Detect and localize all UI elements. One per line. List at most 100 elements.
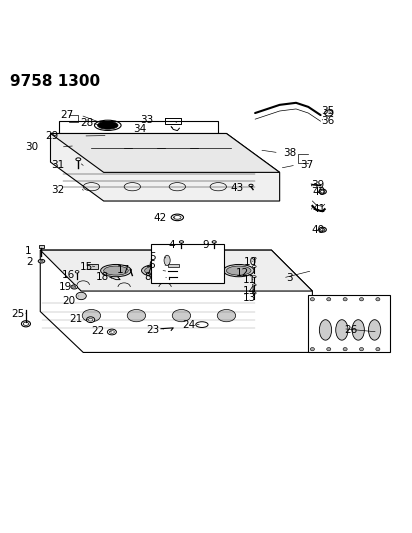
Ellipse shape [327,348,331,351]
Polygon shape [51,133,280,172]
Text: 20: 20 [62,296,75,306]
Text: 26: 26 [344,325,358,335]
Ellipse shape [142,264,172,277]
Text: 6: 6 [149,260,155,270]
Ellipse shape [87,317,95,322]
Ellipse shape [172,310,191,322]
Ellipse shape [376,297,380,301]
Text: 28: 28 [80,118,94,128]
Text: 36: 36 [321,116,335,126]
Text: 16: 16 [61,270,75,280]
Text: 31: 31 [52,160,65,171]
Text: 17: 17 [117,265,131,275]
Ellipse shape [179,241,183,243]
Text: 34: 34 [133,124,147,134]
Ellipse shape [171,214,183,221]
Bar [169,264,178,268]
Ellipse shape [310,348,314,351]
Ellipse shape [343,297,347,301]
Text: 23: 23 [147,325,160,335]
Ellipse shape [227,266,251,275]
Ellipse shape [253,265,256,268]
Text: 24: 24 [182,320,196,329]
Text: 7: 7 [145,265,151,276]
Text: 38: 38 [283,148,296,158]
Ellipse shape [253,292,256,294]
Ellipse shape [343,348,347,351]
Text: 15: 15 [80,262,93,271]
Text: 9758 1300: 9758 1300 [9,74,100,89]
Text: 4: 4 [169,240,175,250]
Text: 40: 40 [311,225,325,235]
Ellipse shape [75,271,79,273]
Ellipse shape [217,310,236,322]
Text: 43: 43 [231,182,244,192]
Ellipse shape [23,322,28,326]
FancyBboxPatch shape [151,244,225,283]
Text: 10: 10 [243,256,257,266]
Bar [308,295,390,352]
Text: 5: 5 [149,252,155,262]
Text: 8: 8 [145,272,151,282]
Text: 37: 37 [300,160,314,170]
Text: 30: 30 [25,142,38,152]
Ellipse shape [190,266,214,275]
Ellipse shape [187,264,217,277]
Text: 35: 35 [321,106,335,116]
Text: 29: 29 [46,131,59,141]
Ellipse shape [359,348,363,351]
Ellipse shape [38,260,45,263]
Text: 11: 11 [243,274,256,285]
Ellipse shape [71,285,77,289]
Text: 39: 39 [311,180,324,190]
Ellipse shape [336,320,348,340]
Ellipse shape [359,297,363,301]
Ellipse shape [253,284,256,286]
Ellipse shape [376,348,380,351]
Ellipse shape [98,122,118,129]
Bar [39,245,44,248]
Ellipse shape [196,322,208,327]
Ellipse shape [76,292,86,300]
Ellipse shape [164,255,170,265]
Ellipse shape [319,320,332,340]
Text: 18: 18 [96,272,109,282]
Ellipse shape [321,190,325,193]
Ellipse shape [76,158,81,161]
Ellipse shape [321,228,325,231]
Ellipse shape [319,227,326,232]
Text: 32: 32 [52,185,65,196]
Ellipse shape [352,320,364,340]
Text: 2: 2 [26,256,33,266]
Ellipse shape [104,266,128,275]
Text: 42: 42 [154,213,167,223]
Ellipse shape [253,276,256,278]
Text: 22: 22 [91,326,105,336]
Polygon shape [40,250,312,352]
Text: 41: 41 [312,204,325,214]
Ellipse shape [253,257,256,260]
Ellipse shape [101,264,131,277]
Text: 14: 14 [243,286,256,296]
Text: 1: 1 [25,246,32,256]
Text: 21: 21 [69,314,82,324]
Text: 33: 33 [140,116,154,125]
Polygon shape [40,250,312,291]
Text: 3: 3 [286,273,293,283]
Ellipse shape [212,241,216,243]
Ellipse shape [127,310,145,322]
Ellipse shape [21,321,30,327]
Ellipse shape [368,320,381,340]
Polygon shape [59,121,218,133]
Bar [87,264,98,269]
Text: 25: 25 [12,309,25,319]
Text: 19: 19 [59,281,72,292]
Ellipse shape [310,297,314,301]
Text: 27: 27 [61,110,74,120]
Text: 13: 13 [243,294,256,303]
Ellipse shape [319,189,326,194]
Text: 12: 12 [236,268,249,278]
Polygon shape [51,133,280,201]
Ellipse shape [327,297,331,301]
Ellipse shape [88,318,93,321]
